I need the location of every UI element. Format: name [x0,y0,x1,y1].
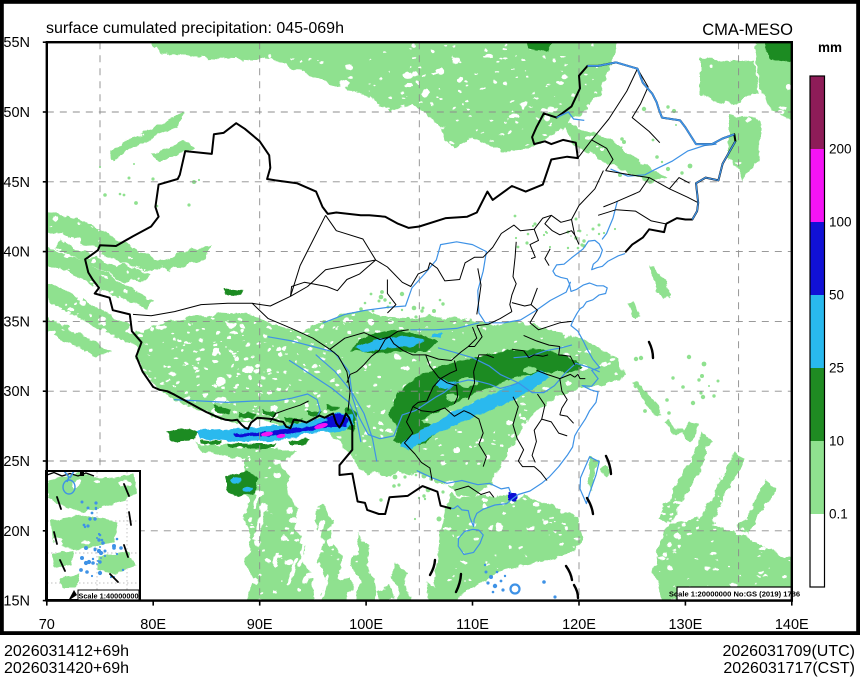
svg-text:50: 50 [829,288,844,303]
svg-text:35N: 35N [3,314,30,330]
svg-text:100E: 100E [349,617,383,633]
svg-text:0.1: 0.1 [829,507,848,522]
svg-text:10: 10 [829,434,844,449]
svg-text:50N: 50N [3,105,30,121]
svg-text:110E: 110E [456,617,489,633]
svg-text:20N: 20N [3,524,30,540]
svg-text:40N: 40N [3,245,30,261]
svg-text:mm: mm [818,40,842,55]
svg-text:15N: 15N [3,594,30,610]
svg-text:70: 70 [39,617,55,633]
svg-text:surface cumulated precipitatio: surface cumulated precipitation: 045-069… [46,20,344,37]
svg-text:2026031412+69h: 2026031412+69h [4,643,129,660]
svg-text:80E: 80E [140,617,166,633]
svg-text:Scale 1:20000000 No:GS (2019): Scale 1:20000000 No:GS (2019) 1786 [669,590,800,599]
svg-text:2026031709(UTC): 2026031709(UTC) [722,643,855,660]
svg-text:Scale 1:40000000: Scale 1:40000000 [78,592,138,601]
svg-text:120E: 120E [562,617,596,633]
svg-text:130E: 130E [668,617,702,633]
svg-text:90E: 90E [247,617,273,633]
svg-text:200: 200 [829,142,852,157]
svg-text:25: 25 [829,361,844,376]
svg-text:CMA-MESO: CMA-MESO [702,21,793,39]
svg-text:25N: 25N [3,454,30,470]
svg-text:2026031420+69h: 2026031420+69h [4,660,129,677]
svg-text:55N: 55N [3,35,30,51]
svg-text:30N: 30N [3,384,30,400]
svg-text:100: 100 [829,215,852,230]
svg-text:140E: 140E [775,617,809,633]
svg-text:2026031717(CST): 2026031717(CST) [723,660,855,677]
svg-text:45N: 45N [3,175,30,191]
